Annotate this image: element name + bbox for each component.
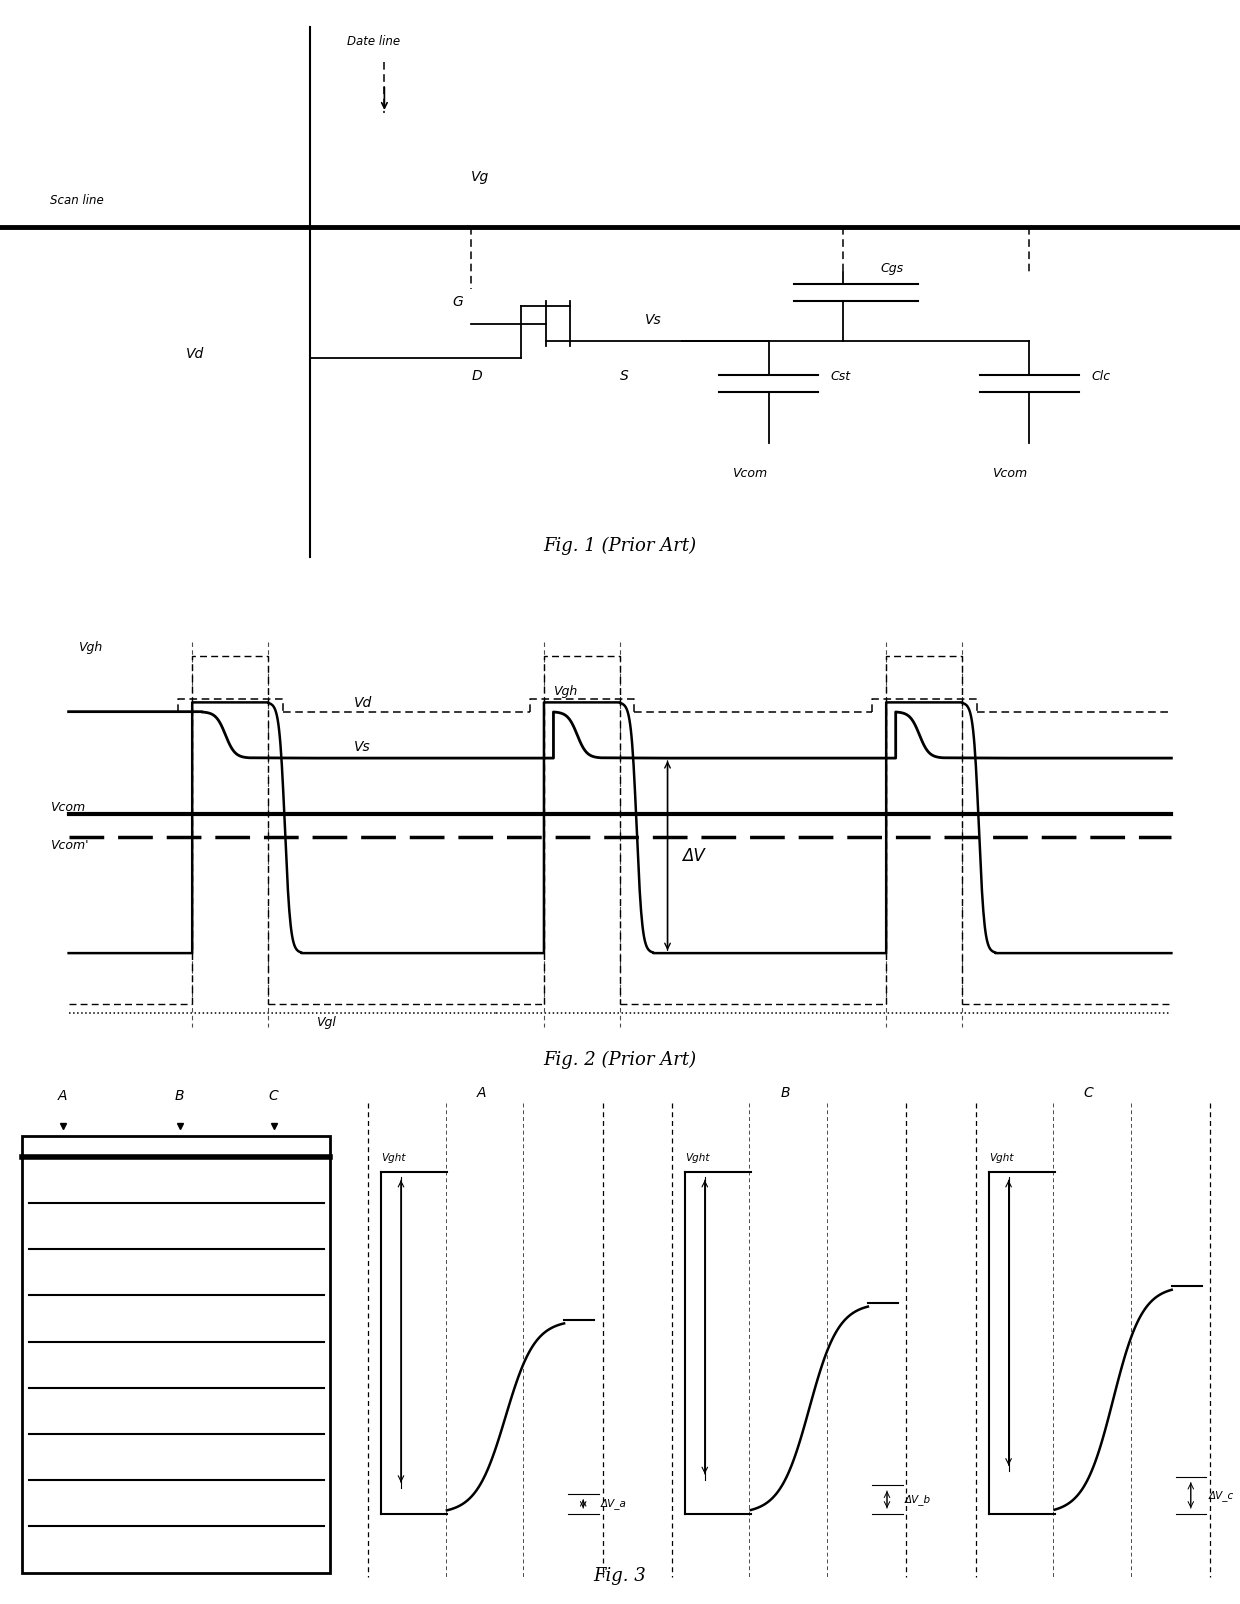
Text: Vgh: Vgh [78, 640, 103, 654]
Text: Clc: Clc [1091, 371, 1110, 383]
Text: C: C [269, 1089, 279, 1104]
Text: Vd: Vd [186, 346, 205, 361]
Text: A: A [476, 1086, 486, 1100]
Text: Scan line: Scan line [50, 194, 103, 207]
Text: ΔV_b: ΔV_b [904, 1493, 930, 1505]
Text: Vght: Vght [381, 1153, 405, 1163]
Text: Vgl: Vgl [316, 1015, 336, 1028]
Bar [22, 1136, 331, 1572]
Text: Fig. 2 (Prior Art): Fig. 2 (Prior Art) [543, 1051, 697, 1068]
Text: Vcom: Vcom [992, 467, 1027, 480]
Text: D: D [471, 369, 482, 383]
Text: ΔV_a: ΔV_a [600, 1498, 626, 1509]
Text: C: C [1084, 1086, 1094, 1100]
Text: Vg: Vg [471, 170, 490, 184]
Text: Vght: Vght [990, 1153, 1013, 1163]
Text: B: B [175, 1089, 185, 1104]
Text: S: S [620, 369, 629, 383]
Text: Vcom: Vcom [732, 467, 766, 480]
Text: Date line: Date line [347, 35, 401, 48]
Text: Vs: Vs [353, 739, 371, 754]
Text: ΔV: ΔV [682, 847, 704, 865]
Text: Vcom': Vcom' [50, 839, 88, 852]
Text: ΔV_c: ΔV_c [1208, 1490, 1234, 1501]
Text: G: G [453, 295, 464, 310]
Text: Vcom: Vcom [50, 802, 84, 815]
Text: Fig. 1 (Prior Art): Fig. 1 (Prior Art) [543, 537, 697, 555]
Text: B: B [780, 1086, 790, 1100]
Text: Vgh: Vgh [553, 685, 578, 698]
Text: Fig. 3: Fig. 3 [594, 1567, 646, 1585]
Text: Cgs: Cgs [880, 263, 904, 276]
Text: Vs: Vs [645, 313, 662, 327]
Text: Cst: Cst [831, 371, 851, 383]
Text: Vght: Vght [684, 1153, 709, 1163]
Text: A: A [58, 1089, 67, 1104]
Text: Vd: Vd [353, 696, 372, 711]
